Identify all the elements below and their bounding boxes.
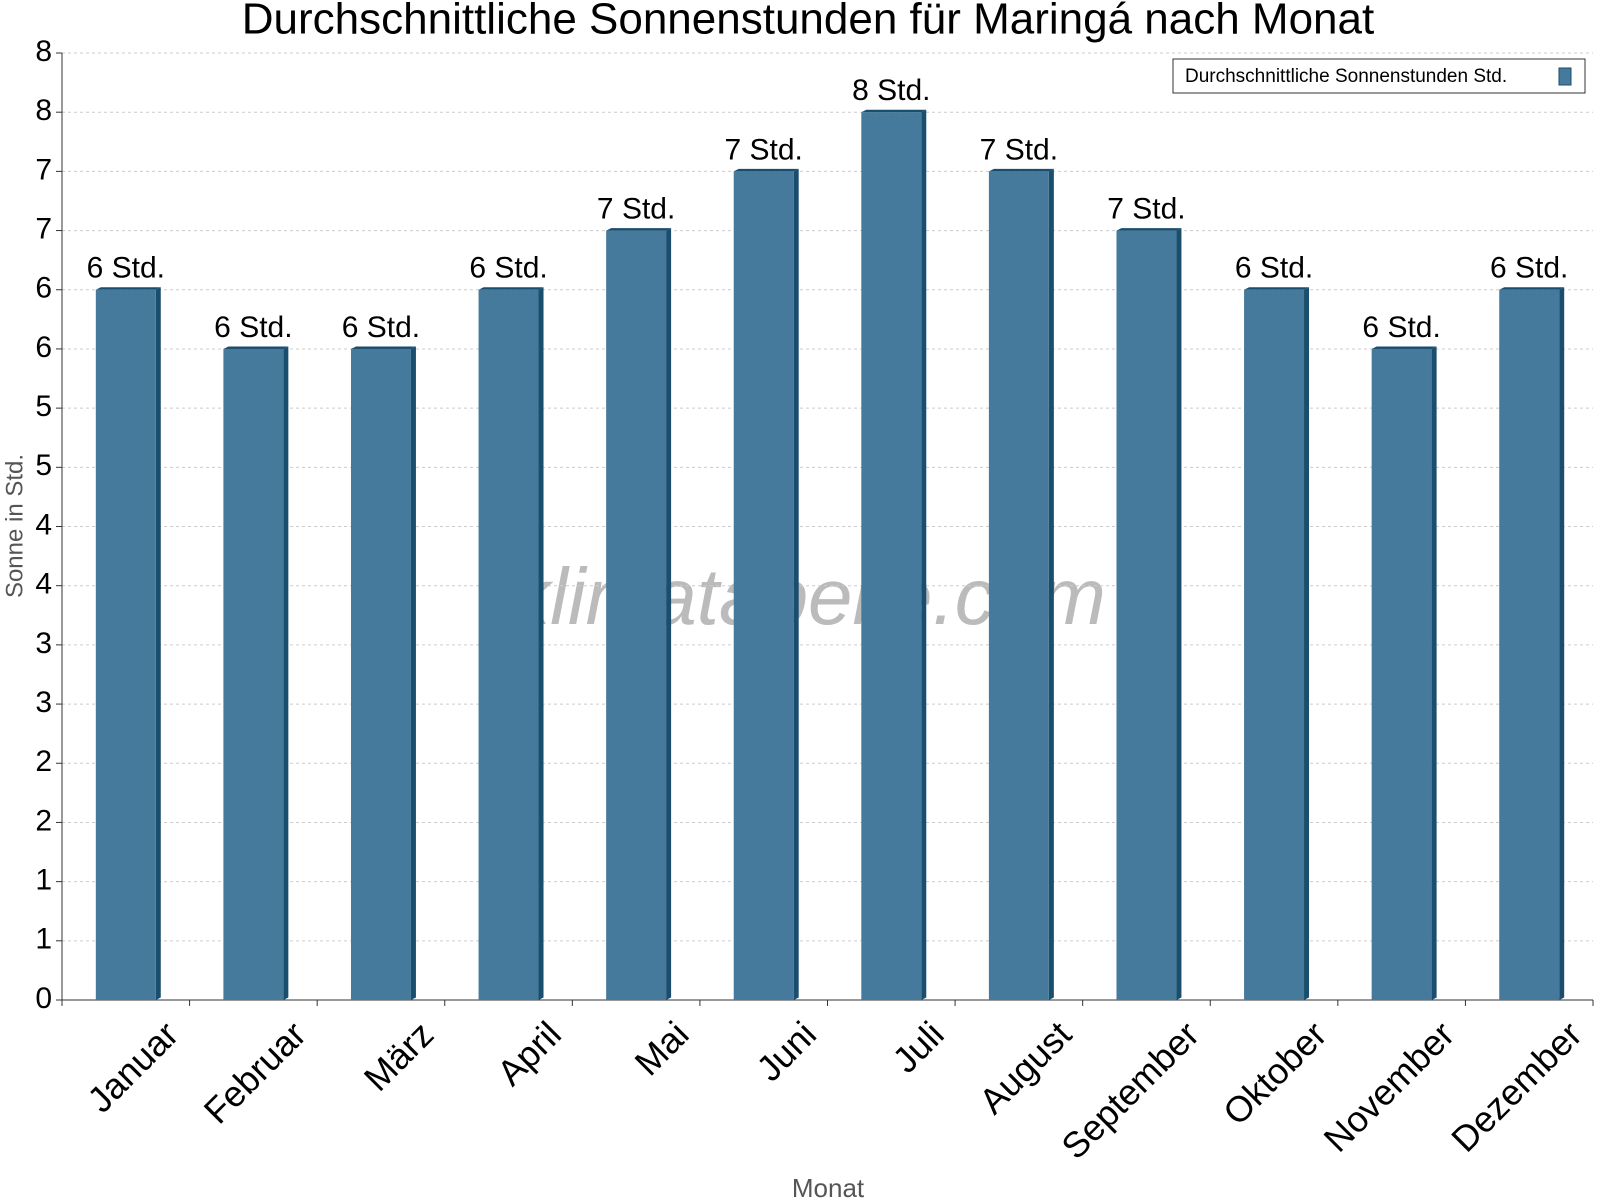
y-tick-label: 3 — [35, 627, 52, 660]
chart-title: Durchschnittliche Sonnenstunden für Mari… — [242, 0, 1374, 44]
bar-side — [283, 346, 289, 1000]
bar-side — [1431, 346, 1437, 1000]
y-tick-label: 7 — [35, 212, 52, 245]
data-label: 7 Std. — [597, 192, 675, 225]
bar-top — [606, 228, 672, 231]
x-axis-label: Monat — [792, 1173, 865, 1200]
y-tick-label: 2 — [35, 804, 52, 837]
y-tick-label: 4 — [35, 568, 52, 601]
y-tick-label: 5 — [35, 390, 52, 423]
bar-side — [538, 287, 544, 1000]
bar — [733, 171, 794, 1000]
data-label: 6 Std. — [1362, 311, 1440, 344]
bar — [861, 112, 922, 1000]
data-label: 7 Std. — [1107, 192, 1185, 225]
bar — [350, 348, 411, 1000]
y-tick-label: 6 — [35, 272, 52, 305]
bar-top — [223, 346, 289, 349]
y-axis-label: Sonne in Std. — [1, 454, 28, 598]
bar-top — [733, 168, 799, 172]
y-tick-label: 8 — [35, 35, 52, 68]
bar-side — [1559, 287, 1565, 1000]
data-label: 7 Std. — [725, 133, 803, 166]
data-label: 6 Std. — [1490, 252, 1568, 285]
y-tick-label: 6 — [35, 331, 52, 364]
legend: Durchschnittliche Sonnenstunden Std. — [1172, 58, 1586, 94]
bar-side — [155, 287, 161, 1000]
legend-label: Durchschnittliche Sonnenstunden Std. — [1185, 66, 1507, 87]
bar-top — [1371, 346, 1437, 349]
y-tick-label: 1 — [35, 923, 52, 956]
bar-top — [350, 346, 416, 349]
bar-top — [988, 168, 1054, 172]
data-label: 6 Std. — [469, 252, 547, 285]
bar-side — [1048, 168, 1054, 1000]
bar — [988, 171, 1049, 1000]
bar-side — [921, 109, 927, 1000]
bar — [606, 230, 667, 1000]
bar-top — [861, 109, 927, 113]
bar-side — [410, 346, 416, 1000]
bar — [478, 289, 539, 1000]
legend-swatch — [1558, 67, 1572, 86]
bar-top — [478, 287, 544, 290]
y-tick-label: 0 — [35, 982, 52, 1015]
y-tick-label: 5 — [35, 449, 52, 482]
bar-side — [666, 228, 672, 1000]
data-label: 6 Std. — [214, 311, 292, 344]
data-label: 7 Std. — [980, 133, 1058, 166]
bar-top — [95, 287, 161, 290]
data-label: 6 Std. — [1235, 252, 1313, 285]
bar — [1499, 289, 1560, 1000]
y-tick-label: 8 — [35, 94, 52, 127]
data-label: 6 Std. — [342, 311, 420, 344]
data-label: 8 Std. — [852, 74, 930, 107]
bar-top — [1499, 287, 1565, 290]
bar — [1116, 230, 1177, 1000]
bar-side — [1176, 228, 1182, 1000]
bar — [95, 289, 156, 1000]
y-tick-label: 3 — [35, 686, 52, 719]
bar-side — [793, 168, 799, 1000]
legend-box — [1172, 58, 1586, 94]
y-tick-label: 4 — [35, 508, 52, 541]
bar-top — [1116, 228, 1182, 231]
y-tick-label: 1 — [35, 864, 52, 897]
y-tick-label: 7 — [35, 153, 52, 186]
bar-top — [1244, 287, 1310, 290]
bar — [1244, 289, 1305, 1000]
data-label: 6 Std. — [87, 252, 165, 285]
y-tick-label: 2 — [35, 745, 52, 778]
bar-side — [1304, 287, 1310, 1000]
bar — [1371, 348, 1432, 1000]
bar — [223, 348, 284, 1000]
